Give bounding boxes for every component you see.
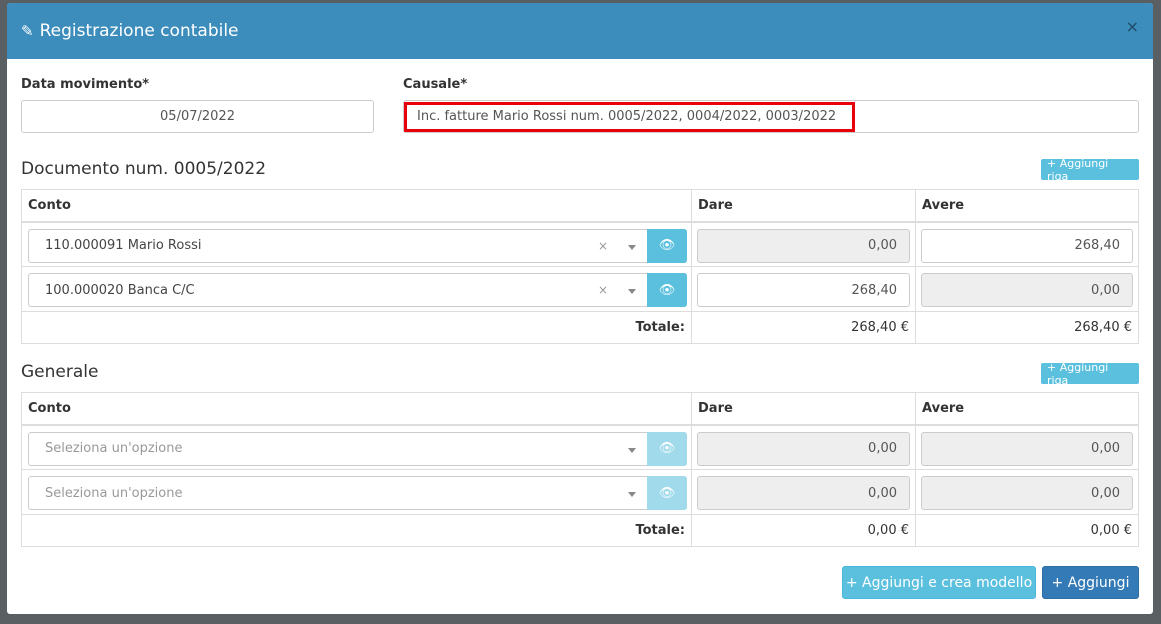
chevron-down-icon (628, 289, 636, 294)
table-row: 100.000020 Banca C/C × 👁 268,40 0,00 (21, 266, 1139, 312)
conto-select[interactable]: 110.000091 Mario Rossi × 👁 (28, 228, 687, 263)
dare-input[interactable]: 0,00 (697, 476, 910, 510)
table-row: Seleziona un'opzione 👁 0,00 0,00 (21, 469, 1139, 515)
modal-title: Registrazione contabile (39, 21, 239, 41)
dare-input[interactable]: 268,40 (697, 273, 910, 307)
data-movimento-input[interactable]: 05/07/2022 (21, 100, 374, 133)
close-button[interactable]: × (1125, 17, 1139, 36)
causale-label: Causale* (403, 77, 468, 92)
pencil-icon: ✎ (21, 22, 34, 40)
table-row: 110.000091 Mario Rossi × 👁 0,00 268,40 (21, 221, 1139, 267)
data-movimento-label: Data movimento* (21, 77, 150, 92)
eye-icon[interactable]: 👁 (647, 228, 687, 263)
conto-select[interactable]: Seleziona un'opzione 👁 (28, 431, 687, 466)
add-and-create-model-button[interactable]: + Aggiungi e crea modello (842, 566, 1036, 599)
conto-placeholder: Seleziona un'opzione (45, 441, 183, 456)
total-avere: 0,00 € (915, 514, 1139, 547)
clear-icon[interactable]: × (597, 238, 608, 253)
conto-placeholder: Seleziona un'opzione (45, 485, 183, 501)
avere-input[interactable]: 0,00 (921, 431, 1133, 466)
avere-input[interactable]: 268,40 (921, 228, 1133, 263)
modal: ✎ Registrazione contabile × Data movimen… (7, 3, 1153, 614)
total-avere: 268,40 € (915, 311, 1139, 344)
causale-input[interactable]: Inc. fatture Mario Rossi num. 0005/2022,… (403, 100, 1139, 133)
eye-icon[interactable]: 👁 (647, 273, 687, 307)
table-row: Seleziona un'opzione 👁 0,00 0,00 (21, 424, 1139, 470)
chevron-down-icon (628, 447, 636, 453)
col-avere: Avere (915, 189, 1139, 223)
causale-value: Inc. fatture Mario Rossi num. 0005/2022,… (404, 101, 856, 132)
total-label: Totale: (21, 514, 692, 547)
total-dare: 268,40 € (691, 311, 916, 344)
chevron-down-icon (628, 244, 636, 250)
add-row-button[interactable]: + Aggiungi riga (1041, 157, 1139, 183)
col-dare: Dare (691, 392, 916, 426)
total-label: Totale: (21, 311, 692, 344)
avere-input[interactable]: 0,00 (921, 476, 1133, 510)
add-row-button[interactable]: + Aggiungi riga (1041, 361, 1139, 387)
clear-icon[interactable]: × (597, 283, 608, 297)
total-dare: 0,00 € (691, 514, 916, 547)
col-avere: Avere (915, 392, 1139, 426)
col-dare: Dare (691, 189, 916, 223)
eye-icon[interactable]: 👁 (647, 431, 687, 466)
dare-input[interactable]: 0,00 (697, 228, 910, 263)
eye-icon[interactable]: 👁 (647, 476, 687, 510)
documento-heading: Documento num. 0005/2022 (21, 159, 267, 179)
avere-input[interactable]: 0,00 (921, 273, 1133, 307)
conto-value: 110.000091 Mario Rossi (45, 238, 202, 253)
documento-table: Conto Dare Avere 110.000091 Mario Rossi × 👁 … (21, 189, 1139, 344)
add-button[interactable]: + Aggiungi (1042, 566, 1139, 599)
dare-input[interactable]: 0,00 (697, 431, 910, 466)
conto-select[interactable]: Seleziona un'opzione 👁 (28, 476, 687, 510)
conto-value: 100.000020 Banca C/C (45, 282, 195, 298)
col-conto: Conto (21, 392, 692, 426)
chevron-down-icon (628, 492, 636, 497)
generale-heading: Generale (21, 362, 99, 382)
modal-header: ✎ Registrazione contabile (7, 3, 1153, 59)
conto-select[interactable]: 100.000020 Banca C/C × 👁 (28, 273, 687, 307)
col-conto: Conto (21, 189, 692, 223)
generale-table: Conto Dare Avere Seleziona un'opzione 👁 0,0… (21, 392, 1139, 547)
